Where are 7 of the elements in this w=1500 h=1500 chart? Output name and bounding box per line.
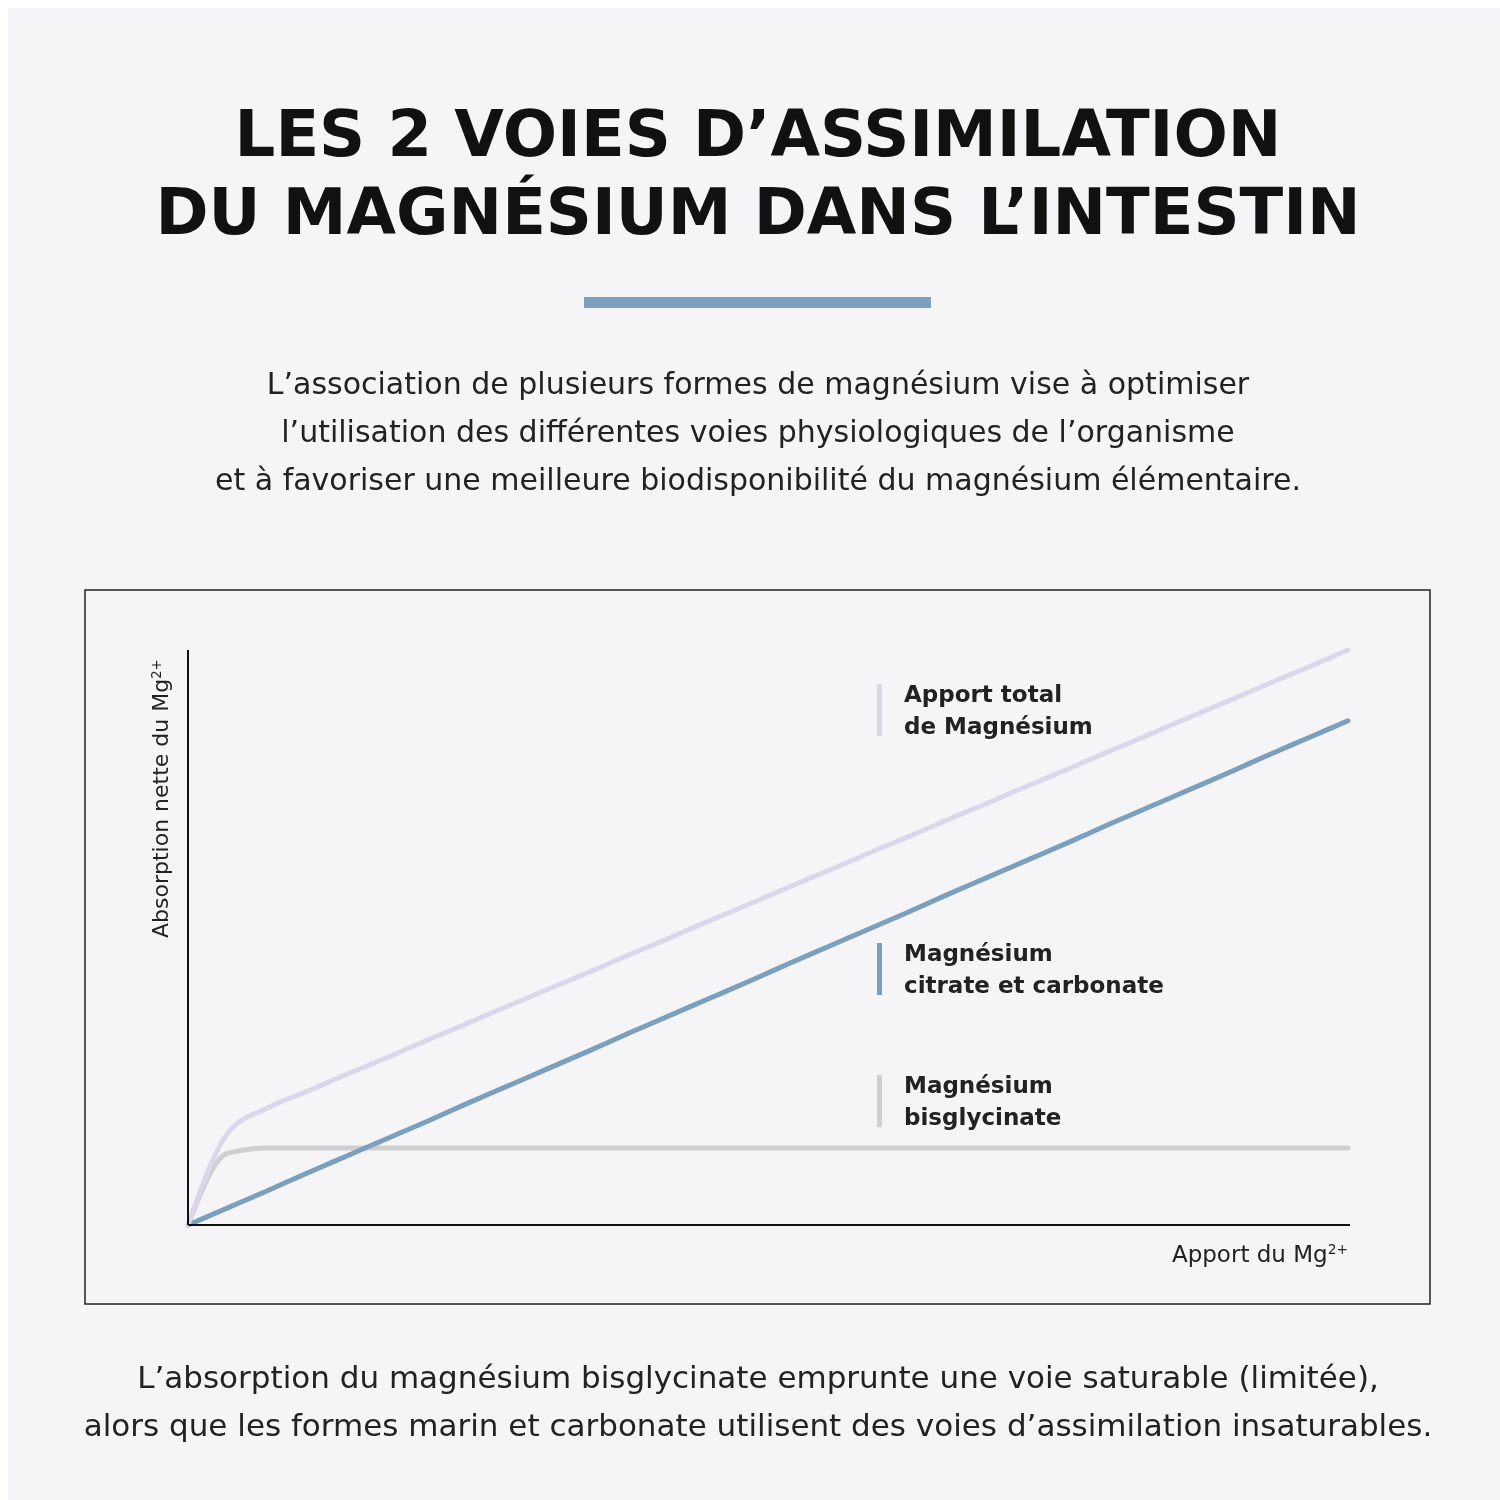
x-axis-title: Apport du Mg$^{2+}$: [1171, 1241, 1348, 1267]
legend-label: Magnésium bisglycinate: [904, 1072, 1062, 1130]
legend-label: Apport total de Magnésium: [904, 681, 1093, 739]
chart-title: LES 2 VOIES D’ASSIMILATION DU MAGNÉSIUM DANS L’INTESTIN: [155, 97, 1361, 249]
text: L’absorption du magnésium bisglycinate emprunte une voie saturable (limitée), alors que les formes marin et carbonate utilisent des voies d’assimilation insaturables.: [83, 1359, 1433, 1443]
legend-label: Magnésium citrate et carbonate: [904, 940, 1164, 998]
chart-subtitle: L’association de plusieurs formes de magnésium vise à optimiser l’utilisation des différentes voies physiologiques de l’organisme et à favoriser une meilleure biodisponibilité du magnésium élémentaire.: [214, 366, 1302, 497]
